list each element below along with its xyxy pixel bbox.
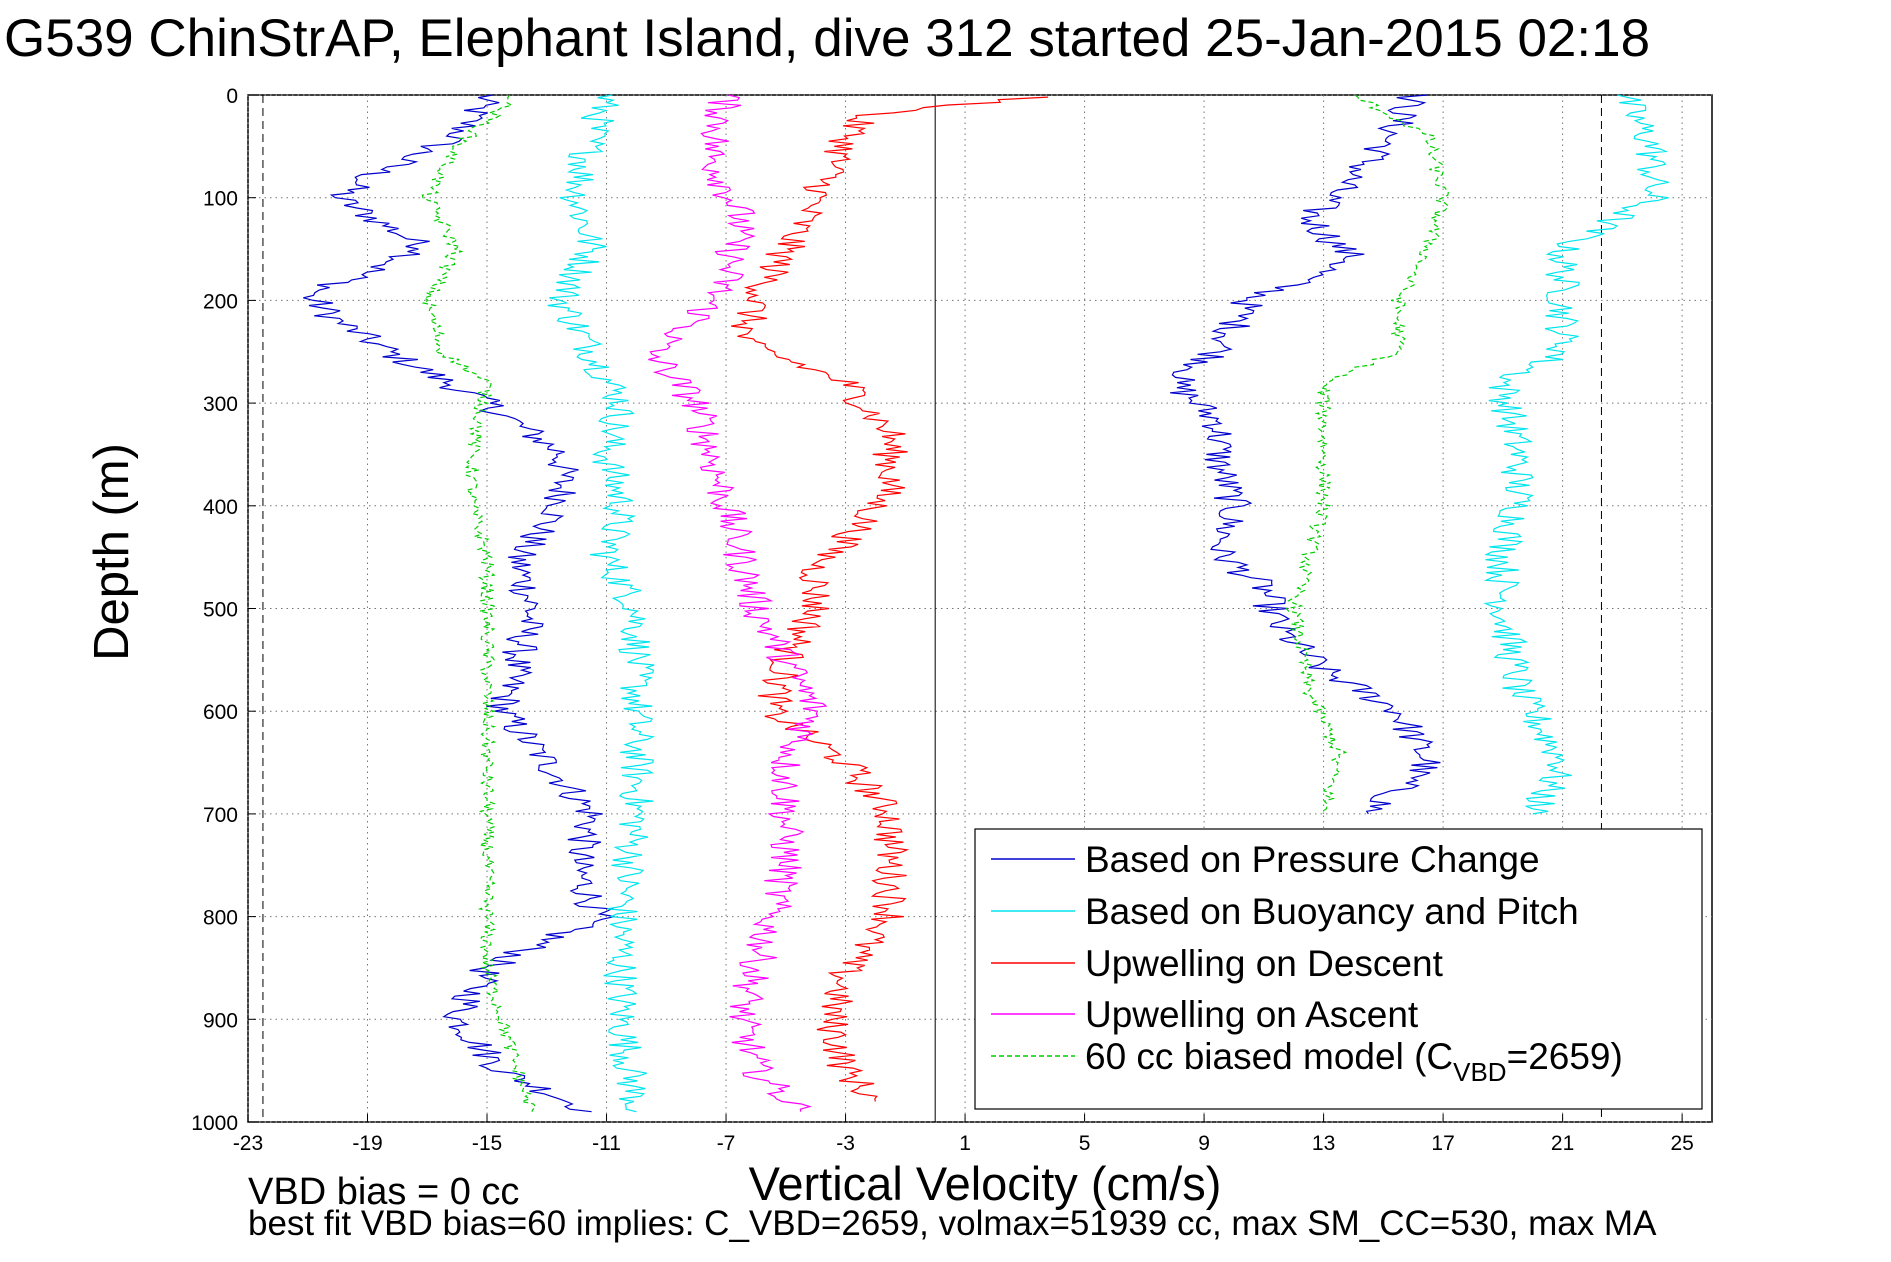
x-tick-label: -19 [352,1132,382,1155]
chart-title: G539 ChinStrAP, Elephant Island, dive 31… [4,9,1651,68]
legend-label: Based on Buoyancy and Pitch [1085,891,1579,932]
x-tick-label: 5 [1079,1132,1091,1155]
vbd-bias-note: VBD bias = 0 cc [248,1171,520,1213]
series-line-1 [1483,94,1669,815]
legend-label-main: 60 cc biased model (C [1085,1036,1453,1077]
y-tick-label: 200 [203,290,238,313]
legend-label-subscript: VBD [1453,1057,1506,1087]
y-tick-label: 500 [203,599,238,622]
series-line-0 [303,94,615,1113]
x-tick-label: 9 [1198,1132,1210,1155]
legend-label: Upwelling on Descent [1085,943,1444,984]
y-tick-label: 400 [203,496,238,519]
y-tick-label: 600 [203,701,238,724]
y-tick-label: 300 [203,393,238,416]
x-tick-label: 25 [1670,1132,1693,1155]
legend-label-suffix: =2659) [1507,1036,1623,1077]
x-tick-label: 13 [1312,1132,1335,1155]
y-tick-label: 800 [203,907,238,930]
legend-box [974,828,1703,1110]
legend-label: Upwelling on Ascent [1085,994,1419,1035]
x-tick-label: -15 [472,1132,502,1155]
series-line-0 [1170,94,1441,815]
x-tick-label: -11 [592,1132,621,1155]
legend-label: Based on Pressure Change [1085,839,1540,880]
series-line-3 [648,94,828,1112]
y-tick-label: 900 [203,1009,238,1032]
x-tick-label: 17 [1431,1132,1454,1155]
x-tick-label: 1 [959,1132,971,1155]
x-tick-label: 21 [1551,1132,1574,1155]
legend-label: 60 cc biased model (CVBD=2659) [1085,1036,1623,1087]
best-fit-note: best fit VBD bias=60 implies: C_VBD=2659… [248,1204,1657,1243]
series-line-4 [421,94,537,1112]
x-tick-label: -3 [836,1132,855,1155]
y-tick-label: 0 [226,85,238,108]
series-line-4 [1285,94,1449,815]
y-tick-label: 700 [203,804,238,827]
y-tick-label: 1000 [191,1112,238,1135]
series-line-1 [547,94,656,1113]
series-line-2 [731,96,1049,1102]
x-axis-label: Vertical Velocity (cm/s) [748,1157,1222,1210]
y-tick-label: 100 [203,188,238,211]
x-tick-label: -23 [233,1132,263,1155]
x-tick-label: -7 [717,1132,736,1155]
